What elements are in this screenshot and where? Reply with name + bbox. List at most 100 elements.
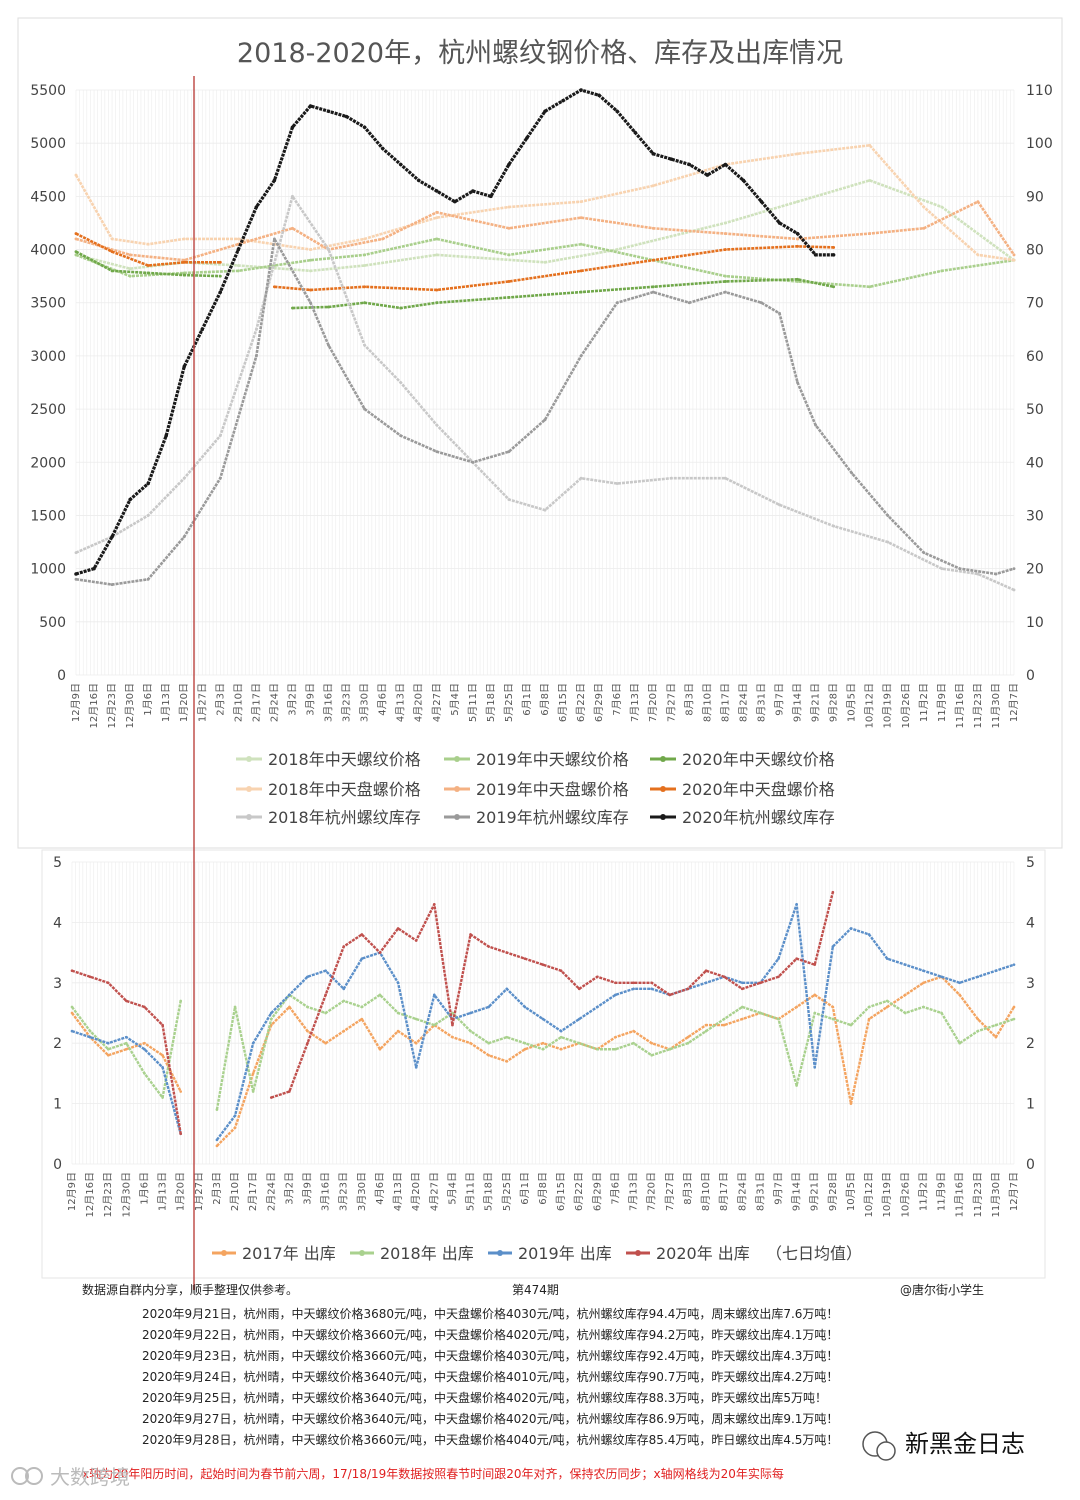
y-tick-right: 20 [1026,562,1044,578]
series-line [215,993,1015,1110]
data-point [796,280,799,283]
data-point [778,311,781,315]
data-point [868,232,872,236]
data-point [306,1029,309,1033]
top-chart-legend: 2018年中天螺纹价格 2019年中天螺纹价格 2020年中天螺纹价格 2018年中天… [236,750,835,827]
y-tick-left: 1500 [30,508,66,524]
data-point [741,178,746,183]
data-point [650,981,654,985]
y-tick-right: 90 [1026,189,1044,205]
data-point [633,130,637,135]
x-tick: 11月9日 [936,1172,948,1211]
data-point [363,237,367,241]
legend-marker [635,1250,641,1256]
data-point [704,1029,708,1033]
data-point [360,933,364,936]
data-point [326,109,331,114]
data-point [363,264,367,267]
data-point [976,200,980,204]
info-line: 2020年9月23日，杭州雨，中天螺纹价格3660元/吨，中天盘螺价格4030元… [142,1348,838,1363]
data-point [615,482,619,485]
legend-label: 2019年杭州螺纹库存 [476,808,629,827]
data-point [723,248,727,251]
legend-marker [221,1250,227,1256]
legend-marker [454,786,460,792]
x-tick: 8月3日 [682,1172,694,1205]
data-point [70,1005,74,1009]
x-tick: 7月13日 [629,683,641,722]
legend-label: 2020年杭州螺纹库存 [682,808,835,827]
data-point [128,253,132,257]
y-tick-right: 60 [1026,349,1044,365]
data-point [291,306,294,310]
data-point [686,1041,690,1045]
legend-label: 2019年 出库 [518,1244,612,1263]
data-point [306,1005,309,1009]
data-point [577,1017,581,1021]
data-point [399,434,403,438]
x-tick: 1月20日 [175,1172,187,1211]
data-point [88,1029,92,1033]
data-point [922,226,926,230]
data-point [396,927,400,930]
data-point [723,221,727,225]
data-point [940,975,943,979]
x-tick: 12月23日 [106,683,118,728]
x-tick: 1月6日 [142,683,154,716]
data-point [215,1138,219,1142]
data-point [269,1011,273,1015]
data-point [541,963,545,966]
data-point [740,981,744,985]
data-point [469,1029,472,1033]
x-tick: 4月27日 [431,683,443,722]
data-point [324,993,327,997]
data-point [88,975,92,979]
data-point [233,1126,237,1130]
x-tick: 12月16日 [88,683,100,728]
y-tick-right: 4 [1026,915,1035,931]
data-point [435,423,439,427]
x-tick: 8月3日 [683,683,695,716]
data-point [1012,588,1016,592]
x-tick: 7月6日 [611,683,623,716]
data-point [777,221,782,225]
data-point [378,1047,382,1051]
footer-source: 数据源自群内分享，顺手整理仅供参考。 [82,1282,298,1297]
top-chart-right-axis: 0 10 20 30 40 50 60 70 80 90 100 110 [1026,83,1053,684]
axis-note: x轴为20年阳历时间，起始时间为春节前六周，17/18/19年数据按照春节时间跟… [82,1466,784,1481]
data-point [614,1047,617,1051]
data-point [632,987,635,991]
x-tick: 2月24日 [265,1172,277,1211]
x-tick: 6月15日 [557,683,569,722]
x-tick: 3月9日 [305,683,317,716]
bottom-chart-right-axis: 0 1 2 3 4 5 [1026,855,1035,1173]
x-tick: 9月21日 [809,1172,821,1211]
data-point [182,273,186,277]
data-point [146,264,150,267]
data-point [288,993,291,997]
x-tick: 12月9日 [70,683,82,722]
x-tick: 6月29日 [591,1172,603,1211]
series-line [270,891,835,1099]
data-point [994,572,998,576]
data-point [559,1029,563,1033]
legend-marker [660,756,666,762]
data-point [507,226,511,230]
y-tick-left: 2 [53,1036,62,1052]
data-point [306,1041,309,1045]
data-point [487,945,490,948]
y-tick-left: 5 [53,855,62,871]
data-point [577,1041,581,1045]
data-point [110,237,114,241]
data-point [70,969,74,973]
x-tick: 3月2日 [286,683,298,716]
data-point [143,1041,146,1045]
data-point [309,301,312,305]
data-point [182,237,186,241]
data-point [651,152,655,156]
data-point [398,162,403,167]
x-tick: 7月20日 [647,683,659,722]
data-point [254,205,259,209]
data-point [110,583,114,587]
data-point [146,577,150,581]
